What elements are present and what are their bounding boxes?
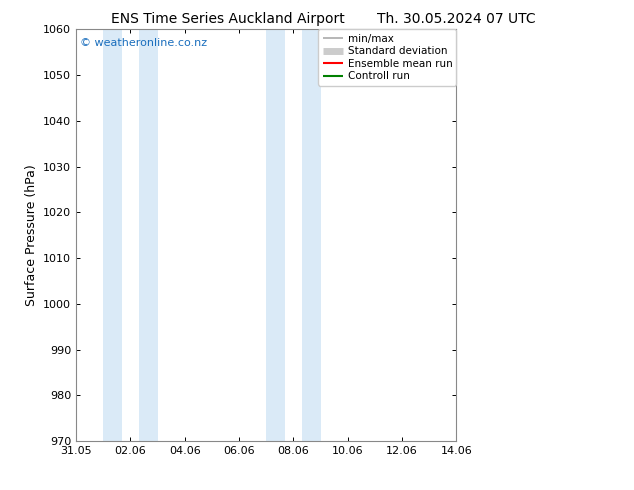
Y-axis label: Surface Pressure (hPa): Surface Pressure (hPa) — [25, 164, 37, 306]
Bar — [302, 29, 321, 441]
Text: Th. 30.05.2024 07 UTC: Th. 30.05.2024 07 UTC — [377, 12, 536, 26]
Text: ENS Time Series Auckland Airport: ENS Time Series Auckland Airport — [112, 12, 345, 26]
Bar — [103, 29, 122, 441]
Bar — [266, 29, 285, 441]
Text: © weatheronline.co.nz: © weatheronline.co.nz — [80, 38, 207, 48]
Legend: min/max, Standard deviation, Ensemble mean run, Controll run: min/max, Standard deviation, Ensemble me… — [318, 29, 456, 86]
Bar — [139, 29, 158, 441]
